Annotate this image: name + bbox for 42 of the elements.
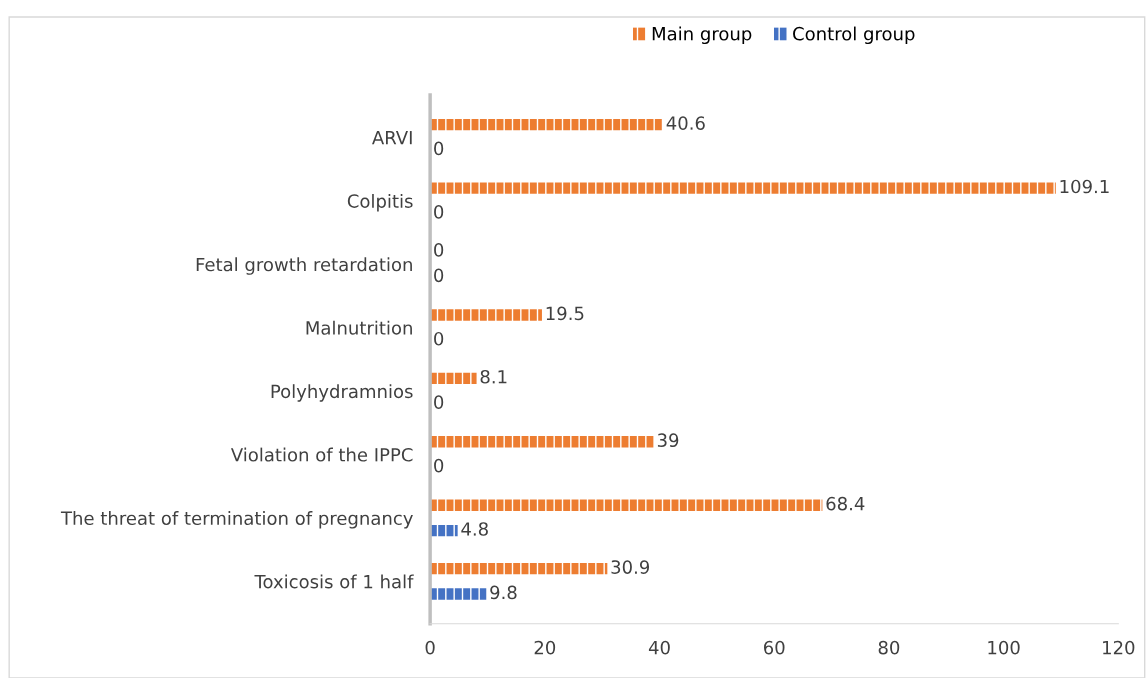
data-label: 0 — [434, 331, 444, 346]
bar — [430, 562, 608, 575]
y-tick-label: Malnutrition — [306, 320, 412, 335]
data-label: 0 — [434, 395, 444, 409]
bar — [430, 182, 1056, 194]
y-tick-label: The threat of termination of pregnancy — [60, 511, 413, 529]
data-label: 40.6 — [666, 116, 705, 130]
bar — [430, 372, 477, 385]
x-tick-label: 60 — [764, 640, 785, 655]
x-tick-label: 40 — [648, 640, 670, 655]
data-label: 4.8 — [461, 522, 488, 536]
y-tick-label: Colpitis — [347, 193, 413, 212]
bar — [430, 118, 663, 131]
data-label: 0 — [434, 458, 444, 473]
data-label: 109.1 — [1060, 179, 1109, 194]
x-tick-label: 80 — [878, 640, 900, 655]
data-label: 9.8 — [490, 585, 517, 600]
data-label: 8.1 — [480, 369, 507, 384]
x-tick-label: 20 — [534, 640, 556, 655]
bar — [430, 309, 542, 321]
y-tick-label: Polyhydramnios — [271, 384, 413, 402]
data-label: 30.9 — [611, 560, 650, 574]
y-tick-label: Toxicosis of 1 half — [254, 574, 414, 589]
x-tick-label: 0 — [425, 640, 435, 655]
bar — [430, 499, 823, 511]
data-label: 0 — [434, 243, 444, 257]
data-label: 0 — [434, 268, 444, 283]
bar — [430, 588, 487, 600]
legend-label: Control group — [793, 26, 915, 45]
x-tick-label: 120 — [1103, 640, 1135, 655]
bar — [430, 524, 458, 537]
data-label: 68.4 — [826, 496, 865, 511]
bar — [430, 436, 654, 448]
data-label: 0 — [434, 205, 444, 219]
data-label: 0 — [434, 141, 444, 156]
data-label: 39 — [657, 433, 679, 448]
x-tick-label: 100 — [988, 640, 1020, 655]
y-tick-label: Fetal growth retardation — [196, 257, 412, 275]
y-tick-label: ARVI — [372, 131, 412, 145]
y-tick-label: Violation of the IPPC — [230, 447, 413, 462]
data-label: 19.5 — [546, 306, 584, 321]
legend-label: Main group — [652, 26, 752, 45]
